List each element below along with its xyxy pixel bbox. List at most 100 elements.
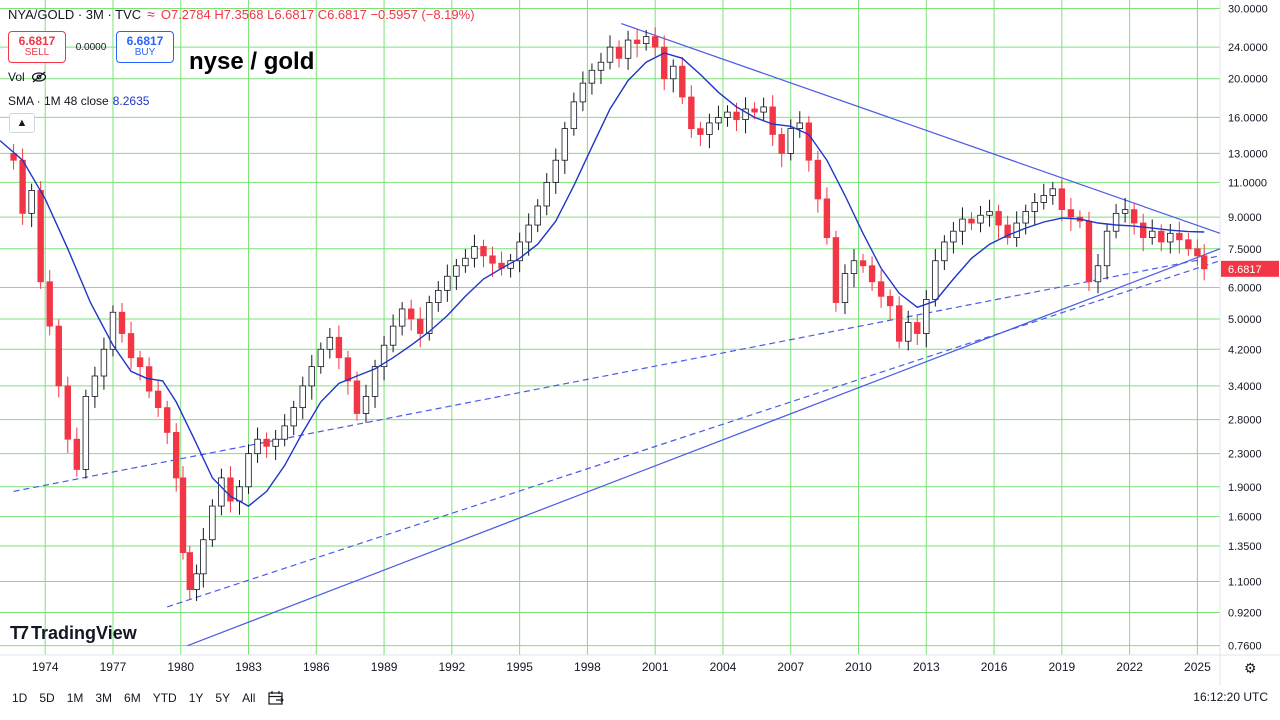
x-tick-label: 1992 (439, 660, 466, 674)
candles (10, 27, 1208, 602)
x-tick-label: 2022 (1116, 660, 1143, 674)
range-1y[interactable]: 1Y (188, 691, 204, 705)
sell-button[interactable]: 6.6817 SELL (8, 31, 66, 63)
sell-label: SELL (24, 47, 50, 58)
candle-up (579, 82, 587, 103)
y-tick-label: 4.2000 (1228, 344, 1262, 356)
candle-up (932, 260, 939, 300)
range-1d[interactable]: 1D (12, 691, 28, 705)
y-tick-label: 1.1000 (1228, 577, 1262, 589)
gear-icon[interactable]: ⚙ (1244, 660, 1257, 676)
candle-up (389, 325, 397, 346)
candle-down (136, 357, 144, 368)
y-tick-label: 7.5000 (1228, 244, 1262, 256)
range-1m[interactable]: 1M (66, 691, 84, 705)
candle-up (1167, 232, 1174, 243)
candle-down (751, 108, 758, 113)
price-axis[interactable]: 30.0000 24.0000 20.0000 16.0000 13.0000 11.00… (1221, 3, 1279, 653)
candle-down (814, 159, 822, 200)
candle-up (193, 573, 200, 590)
trendline-2 (13, 255, 1221, 493)
candle-up (850, 260, 858, 274)
candle-up (426, 302, 433, 334)
legend-header: NYA/GOLD · 3M · TVC ≈ O7.2784 H7.3568 L6… (8, 6, 475, 22)
candle-down (480, 246, 487, 257)
last-price-label: 6.6817 (1228, 264, 1262, 276)
candle-up (1149, 230, 1156, 238)
y-tick-label: 9.0000 (1228, 212, 1262, 224)
candle-down (335, 336, 343, 359)
candle-down (417, 318, 424, 334)
buy-button[interactable]: 6.6817 BUY (116, 31, 174, 63)
ohlc-values: O7.2784 H7.3568 L6.6817 C6.6817 −0.5957 … (160, 6, 475, 22)
candle-up (308, 366, 315, 387)
trendline-3 (166, 260, 1221, 608)
candle-up (525, 224, 532, 243)
candle-down (805, 122, 813, 161)
candle-up (462, 257, 469, 267)
x-tick-label: 1977 (100, 660, 127, 674)
y-tick-label: 2.3000 (1228, 449, 1262, 461)
candle-up (724, 111, 731, 118)
symbol-title[interactable]: NYA/GOLD · 3M · TVC (8, 6, 142, 22)
eye-off-icon[interactable] (31, 71, 47, 83)
candle-up (561, 128, 569, 161)
sma-value: 8.2635 (112, 94, 150, 108)
y-tick-label: 1.9000 (1228, 482, 1262, 494)
candle-up (670, 65, 677, 80)
candle-up (715, 117, 722, 124)
range-5d[interactable]: 5D (39, 691, 55, 705)
sell-price: 6.6817 (18, 34, 56, 48)
candle-down (1185, 239, 1192, 250)
candle-up (82, 396, 90, 470)
candle-down (886, 295, 894, 307)
range-5y[interactable]: 5Y (215, 691, 231, 705)
candle-up (109, 311, 117, 350)
x-tick-label: 2025 (1184, 660, 1211, 674)
candle-up (28, 190, 35, 214)
trendline-0 (621, 22, 1221, 234)
candle-up (986, 211, 993, 216)
buy-price: 6.6817 (126, 34, 164, 48)
x-tick-label: 1974 (32, 660, 59, 674)
candle-down (995, 211, 1002, 226)
spread-value: 0.0000 (75, 41, 107, 53)
x-tick-label: 2010 (845, 660, 872, 674)
range-3m[interactable]: 3M (95, 691, 113, 705)
range-all[interactable]: All (242, 691, 256, 705)
wave-icon[interactable]: ≈ (147, 6, 155, 22)
candle-up (905, 322, 912, 342)
range-ytd[interactable]: YTD (152, 691, 177, 705)
candle-up (371, 366, 379, 397)
candle-down (895, 305, 903, 342)
clock-utc[interactable]: 16:12:20 UTC (1193, 690, 1268, 704)
tradingview-logo[interactable]: T7 TradingView (10, 623, 137, 644)
calendar-range-icon[interactable] (267, 690, 285, 706)
candle-down (179, 477, 187, 553)
candle-up (796, 122, 803, 130)
candle-down (1194, 248, 1201, 257)
candle-up (272, 438, 279, 447)
range-6m[interactable]: 6M (124, 691, 141, 705)
sma-line (0, 52, 1205, 507)
time-axis[interactable]: 1974 1977 1980 1983 1986 1989 1992 1995 1998 2001… (32, 660, 1211, 674)
candle-down (868, 265, 876, 283)
chart-annotation[interactable]: nyse / gold (189, 48, 315, 75)
candle-up (760, 106, 767, 113)
candle-up (317, 348, 325, 368)
candle-up (1031, 202, 1038, 212)
y-tick-label: 0.7600 (1228, 641, 1262, 653)
candle-down (1004, 224, 1011, 238)
candle-up (606, 46, 614, 63)
vol-label: Vol (8, 70, 25, 84)
candle-down (127, 333, 135, 359)
candle-up (444, 275, 451, 291)
candle-down (407, 308, 415, 320)
candle-down (633, 39, 641, 44)
candle-down (968, 218, 975, 224)
collapse-legend-button[interactable]: ▲ (9, 113, 35, 133)
candle-up (281, 425, 288, 440)
y-tick-label: 11.0000 (1228, 177, 1267, 189)
candle-up (218, 477, 225, 507)
